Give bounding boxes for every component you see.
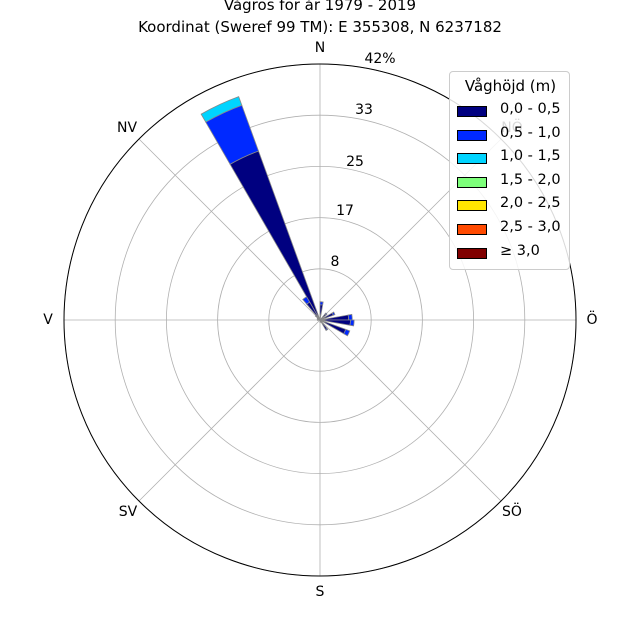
grid-ring (217, 217, 423, 423)
direction-label-v: V (43, 312, 53, 328)
direction-label-sv: SV (119, 504, 138, 520)
legend: Våghöjd (m) 0,0 - 0,5 0,5 - 1,0 1,0 - 1,… (449, 71, 570, 270)
chart-title: Vågros för år 1979 - 2019 (223, 0, 417, 14)
rose-bar-segment (316, 317, 321, 321)
chart-subtitle: Koordinat (Sweref 99 TM): E 355308, N 62… (138, 18, 502, 36)
rose-bar-segment (229, 150, 321, 321)
legend-swatch (457, 129, 487, 141)
rose-bar-segment (319, 301, 324, 306)
legend-swatch (457, 200, 487, 212)
rose-bar-segment (324, 327, 329, 332)
legend-label: 0,5 - 1,0 (500, 124, 561, 141)
direction-label-o: Ö (586, 310, 597, 328)
rose-bar-segment (324, 312, 328, 316)
wave-rose-bars (200, 96, 355, 337)
legend-label: 1,0 - 1,5 (500, 148, 561, 165)
legend-swatch (457, 153, 487, 165)
outer-circle (63, 63, 577, 577)
radial-tick-label: 33 (355, 102, 373, 118)
legend-title: Våghöjd (m) (464, 77, 557, 95)
outer-ring (63, 63, 577, 577)
direction-label-s: S (316, 584, 325, 600)
radial-tick-label: 25 (346, 154, 364, 170)
grid-ring (268, 268, 372, 372)
legend-swatch (457, 247, 487, 259)
grid-spoke (138, 319, 321, 502)
rose-bar-segment (347, 313, 353, 321)
grid-ring (114, 114, 526, 526)
legend-label: 1,5 - 2,0 (500, 171, 561, 188)
direction-label-so: SÖ (502, 502, 522, 520)
legend-label: ≥ 3,0 (500, 242, 540, 259)
legend-swatch (457, 176, 487, 188)
legend-label: 2,5 - 3,0 (500, 218, 561, 235)
direction-label-n: N (315, 40, 325, 56)
rose-bar-segment (331, 311, 336, 316)
grid-spoke (138, 138, 321, 321)
rose-bar-segment (314, 314, 321, 321)
rose-bar-segment (343, 328, 351, 337)
rose-bar-segment (349, 319, 355, 327)
legend-swatch (457, 223, 487, 235)
radial-tick-label: 8 (331, 254, 340, 270)
radial-tick-labels: 8 17 25 33 42% (331, 51, 396, 270)
direction-label-nv: NV (117, 120, 137, 136)
legend-label: 2,0 - 2,5 (500, 195, 561, 212)
rose-bar-segment (302, 296, 311, 305)
legend-swatch (457, 106, 487, 117)
radial-tick-label: 42% (364, 51, 395, 67)
grid-spoke (319, 319, 502, 502)
legend-label: 0,0 - 0,5 (500, 101, 561, 117)
rose-bar-segment (200, 96, 243, 123)
grid-ring (165, 165, 475, 475)
radial-tick-label: 17 (336, 203, 354, 219)
